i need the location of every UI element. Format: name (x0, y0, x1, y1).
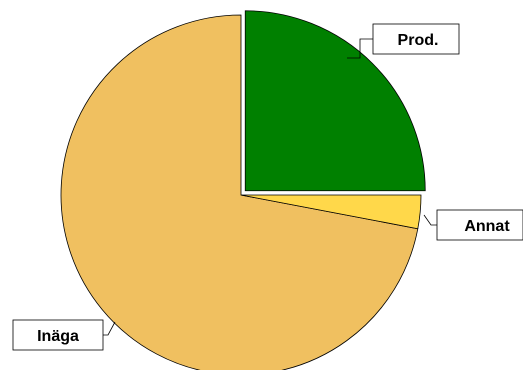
leader-line-annat (423, 214, 437, 226)
pie-slices (60, 10, 426, 370)
leader-line-prod (347, 38, 373, 59)
slice-label-prod: Prod. (372, 23, 460, 55)
label-text: Prod. (398, 32, 439, 49)
label-box (372, 23, 460, 55)
slice-label-annat: Annat (436, 209, 523, 241)
label-text: Annat (464, 218, 510, 235)
slice-label-inaga: Inäga (12, 319, 104, 351)
label-text: Inäga (37, 328, 79, 345)
pie-labels: Prod. Inäga Annat (12, 23, 523, 351)
label-box (12, 319, 104, 351)
leader-line-inaga (103, 321, 116, 336)
slice-annat (240, 194, 422, 230)
label-box (436, 209, 523, 241)
slice-inaga (60, 14, 419, 370)
slice-prod (244, 10, 426, 192)
